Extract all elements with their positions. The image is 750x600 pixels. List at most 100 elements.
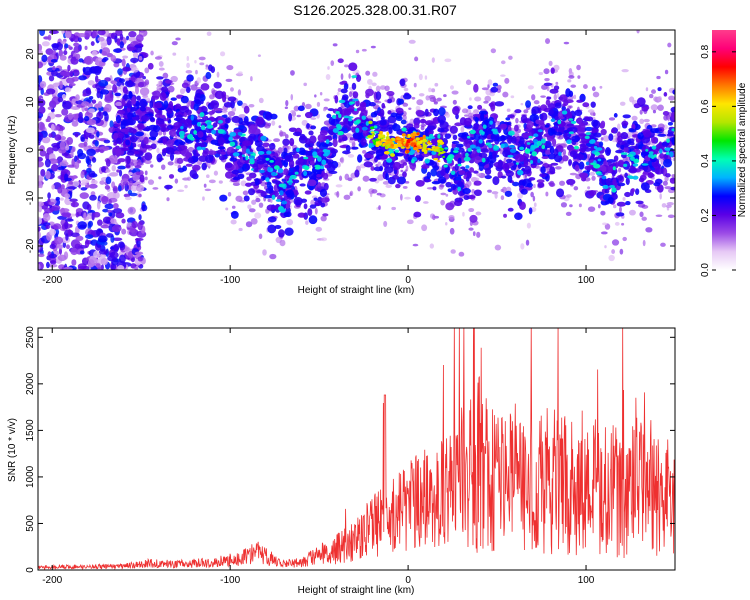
spectrogram-halo-blob [608,254,615,262]
spectrogram-halo-blob [591,86,596,92]
spectrogram-halo-blob [429,243,435,249]
spectrogram-noise-blob [52,223,62,230]
snr-x-tick-label: 0 [405,575,411,586]
spectrogram-ridge-blob [424,129,430,137]
spectrogram-ridge-blob [202,151,209,157]
spectrogram-peak-blob [434,146,440,149]
spectrogram-noise-blob [133,44,143,53]
snr-x-tick-label: -200 [42,575,62,586]
spectrogram-noise-blob [83,141,88,147]
spectrogram-noise-blob [48,201,55,206]
spectrogram-halo-blob [421,224,428,232]
spectrogram-halo-blob [347,154,355,158]
spectrogram-ridge-blob [341,108,351,116]
spectrogram-ridge-blob [473,170,479,174]
spectrogram-ridge-blob [551,138,557,147]
spectrogram-ridge-blob [179,105,190,115]
spectrogram-halo-blob [468,227,474,231]
spectrogram-halo-blob [448,214,455,220]
spectrogram-peak-blob [386,131,389,136]
spectrogram-y-tick-label: -20 [25,238,36,253]
spectrogram-halo-blob [648,93,654,99]
spectrogram-ridge-blob [480,148,489,153]
spectrogram-halo-blob [378,205,381,211]
spectrogram-noise-blob [130,57,139,63]
spectrogram-halo-blob [171,41,178,46]
spectrogram-y-tick-label: 10 [25,96,36,108]
spectrogram-ridge-blob [117,158,126,163]
spectrogram-ridge-blob [143,144,152,149]
spectrogram-ridge-blob [469,214,478,223]
spectrogram-ridge-blob [457,157,462,165]
spectrogram-halo-blob [293,105,300,112]
spectrogram-ridge-blob [556,188,565,198]
spectrogram-noise-blob [121,218,126,224]
spectrogram-ridge-blob [375,91,382,100]
spectrogram-halo-blob [157,131,163,136]
spectrogram-ridge-blob [443,173,450,180]
spectrogram-halo-blob [158,60,164,67]
spectrogram-halo-blob [408,39,416,44]
spectrogram-halo-blob [122,181,129,186]
spectrogram-ridge-blob [478,163,484,172]
spectrogram-noise-blob [98,249,109,255]
spectrogram-noise-blob [78,58,84,63]
spectrogram-halo-blob [599,85,603,89]
spectrogram-halo-blob [560,202,568,208]
spectrogram-noise-blob [123,193,131,198]
spectrogram-noise-blob [64,87,72,93]
spectrogram-halo-blob [416,99,424,106]
spectrogram-ridge-blob [528,207,533,215]
spectrogram-noise-blob [112,203,119,209]
spectrogram-noise-blob [116,169,120,173]
spectrogram-noise-blob [81,179,90,184]
spectrogram-peak-blob [378,133,384,138]
spectrogram-noise-blob [132,52,139,58]
spectrogram-halo-blob [656,75,661,80]
spectrogram-halo-blob [510,95,515,99]
spectrogram-core-blob [314,164,321,168]
spectrogram-noise-blob [57,254,67,262]
spectrogram-core-blob [229,132,237,137]
spectrogram-ridge-blob [339,121,347,126]
spectrogram-core-blob [350,101,355,104]
spectrogram-ridge-blob [628,168,638,173]
spectrogram-core-blob [394,149,400,153]
spectrogram-ridge-blob [297,147,306,156]
spectrogram-core-blob [365,121,370,126]
spectrogram-ridge-blob [413,211,422,218]
spectrogram-core-blob [568,131,574,135]
spectrogram-ridge-blob [319,130,328,136]
spectrogram-noise-blob [57,186,63,194]
spectrogram-noise-blob [57,244,63,250]
spectrogram-ridge-blob [569,150,578,158]
spectrogram-ridge-blob [431,161,438,169]
spectrogram-ridge-blob [122,66,132,72]
spectrogram-halo-blob [305,220,309,225]
spectrogram-ridge-blob [550,162,559,166]
spectrogram-halo-blob [440,199,445,206]
spectrogram-noise-blob [62,100,72,110]
spectrogram-core-blob [373,125,378,129]
spectrogram-halo-blob [158,176,162,180]
spectrogram-core-blob [343,115,349,119]
spectrogram-noise-blob [64,193,71,199]
spectrogram-core-blob [566,139,572,145]
spectrogram-ridge-blob [183,118,193,127]
spectrogram-core-blob [648,151,654,155]
spectrogram-peak-blob [426,141,430,144]
spectrogram-core-blob [437,134,441,139]
spectrogram-noise-blob [54,134,62,141]
spectrogram-ridge-blob [284,154,291,162]
spectrogram-ridge-blob [657,133,667,137]
spectrogram-halo-blob [531,94,536,101]
spectrogram-noise-blob [89,194,97,201]
spectrogram-halo-blob [194,60,197,64]
spectrogram-ridge-blob [512,181,520,187]
spectrogram-ridge-blob [520,188,528,195]
spectrogram-ridge-blob [554,131,563,136]
spectrogram-ridge-blob [566,178,576,185]
spectrogram-ridge-blob [402,93,412,100]
spectrogram-ridge-blob [457,132,467,138]
spectrogram-ridge-blob [415,109,424,116]
